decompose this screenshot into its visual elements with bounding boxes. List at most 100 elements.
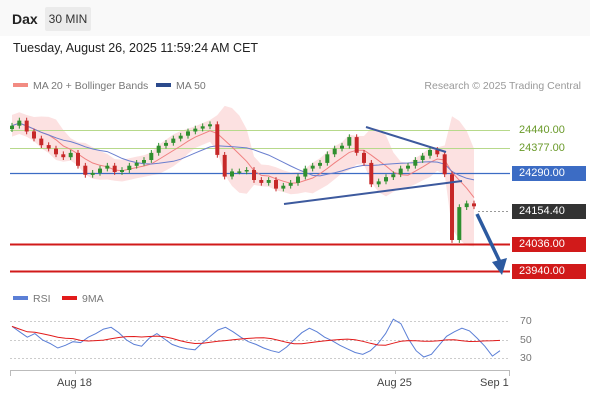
price-candle	[376, 178, 381, 188]
candle-body	[318, 162, 322, 166]
candle-body	[340, 145, 344, 149]
candle-body	[83, 165, 88, 175]
candle-body	[450, 174, 454, 240]
price-candle	[406, 162, 410, 172]
candle-body	[362, 152, 366, 163]
candle-body	[54, 148, 58, 155]
candle-body	[10, 125, 14, 130]
candle-body	[90, 172, 95, 175]
price-candle	[362, 150, 366, 166]
candle-body	[61, 154, 66, 158]
price-candle	[464, 200, 469, 210]
moving-averages	[11, 122, 475, 198]
timeframe-button[interactable]: 30 MIN	[45, 7, 91, 31]
candle-body	[310, 165, 315, 169]
price-candle	[156, 142, 161, 156]
price-candle	[76, 150, 80, 169]
bb-legend-item: MA 20 + Bollinger Bands	[13, 80, 148, 92]
price-candle	[222, 152, 227, 180]
price-candle	[457, 204, 462, 243]
price-candle	[237, 168, 242, 175]
support-1-label: 24036.00	[512, 237, 586, 252]
ma50-legend-label: MA 50	[176, 80, 206, 92]
candle-body	[420, 155, 425, 160]
symbol-title: Dax	[12, 11, 38, 27]
candle-body	[230, 171, 234, 177]
candle-body	[164, 142, 168, 146]
rsi-level-70: 70	[520, 315, 532, 327]
rsi-level-50: 50	[520, 334, 532, 346]
price-candle	[193, 125, 198, 135]
candle-body	[127, 165, 132, 170]
price-candle	[120, 167, 124, 175]
rsi-legend-item: RSI	[13, 293, 51, 305]
bb-swatch-icon	[13, 83, 28, 88]
price-candle	[303, 165, 308, 180]
price-candle	[325, 151, 330, 166]
rsi-line	[11, 318, 501, 358]
price-candle	[310, 162, 315, 172]
ma50-swatch-icon	[156, 83, 171, 88]
candle-body	[112, 165, 117, 172]
candle-body	[237, 171, 242, 173]
candle-body	[32, 131, 36, 139]
candle-body	[332, 148, 337, 155]
price-candle	[398, 165, 403, 178]
price-candle	[340, 142, 344, 152]
ma50-legend-item: MA 50	[156, 80, 206, 92]
candle-body	[274, 180, 278, 189]
candle-body	[391, 174, 396, 178]
price-candle	[274, 177, 278, 192]
candle-body	[376, 181, 381, 185]
rsi-ma-swatch-icon	[62, 296, 77, 301]
ma50-line	[11, 122, 475, 181]
candle-body	[98, 168, 102, 173]
price-candle	[200, 123, 205, 132]
price-candle	[332, 145, 337, 158]
price-candle	[112, 162, 117, 175]
candle-body	[193, 128, 198, 132]
pivot-label: 24290.00	[512, 166, 586, 181]
price-candle	[450, 171, 454, 243]
candle-body	[149, 152, 154, 160]
ma20-line	[11, 122, 475, 198]
price-candle	[354, 134, 359, 156]
candle-body	[76, 152, 80, 166]
price-candle	[142, 157, 146, 166]
rsi-ma-line	[11, 325, 501, 346]
rsi-level-30: 30	[520, 352, 532, 364]
forecast-arrow-head-icon	[492, 258, 507, 275]
candle-body	[281, 185, 286, 189]
x-label-aug18: Aug 18	[57, 377, 92, 389]
price-candle	[266, 177, 271, 186]
rising-trendline	[283, 180, 463, 205]
candle-body	[472, 203, 476, 207]
x-label-sep1: Sep 1	[480, 377, 509, 389]
candle-body	[208, 124, 212, 127]
price-candle	[68, 150, 73, 160]
candle-body	[457, 207, 462, 240]
bollinger-bands	[12, 105, 474, 247]
price-candle	[296, 173, 300, 186]
price-candle	[252, 167, 256, 183]
price-candle	[105, 162, 110, 172]
resistance-2-label: 24440.00	[512, 123, 586, 138]
price-candle	[208, 121, 212, 130]
price-candle	[391, 171, 396, 180]
price-candle	[134, 160, 139, 169]
price-candle	[127, 162, 132, 173]
price-candle	[164, 140, 168, 149]
candle-body	[142, 160, 146, 163]
chart-timestamp: Tuesday, August 26, 2025 11:59:24 AM CET	[13, 41, 259, 55]
candle-body	[288, 182, 293, 186]
candle-body	[200, 126, 205, 129]
price-candle	[186, 128, 190, 139]
bollinger-band-fill	[12, 105, 474, 247]
candle-body	[428, 150, 432, 156]
price-candle	[17, 117, 22, 129]
price-candles	[10, 117, 476, 243]
candle-body	[325, 154, 330, 163]
candle-body	[24, 120, 29, 132]
price-candle	[98, 165, 102, 176]
